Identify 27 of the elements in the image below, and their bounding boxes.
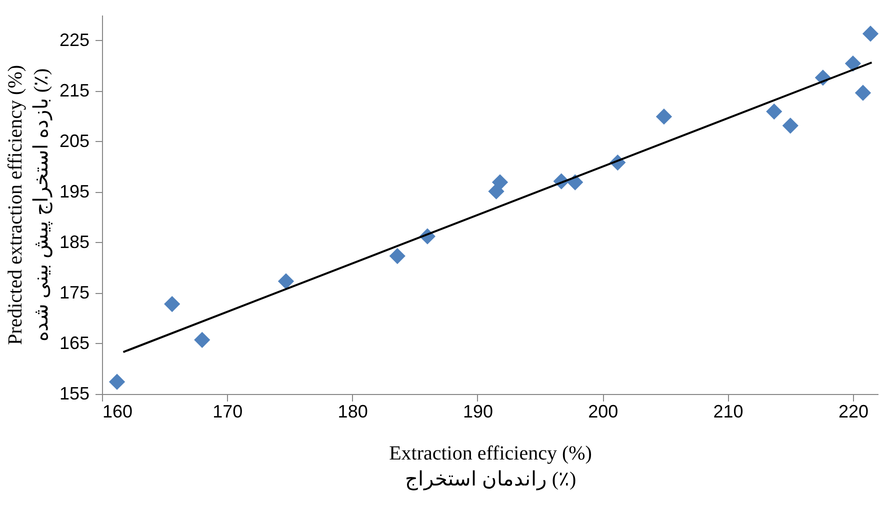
x-tick-label: 180 bbox=[338, 402, 368, 422]
y-tick-label: 205 bbox=[59, 130, 90, 151]
point bbox=[164, 296, 180, 312]
point bbox=[108, 374, 126, 390]
point bbox=[492, 174, 508, 190]
x-tick-label: 200 bbox=[588, 402, 618, 422]
point bbox=[194, 332, 210, 348]
x-tick-label: 210 bbox=[713, 402, 744, 422]
x-tick-label: 220 bbox=[838, 402, 868, 422]
x-tick-label: 190 bbox=[462, 402, 494, 422]
point bbox=[862, 26, 879, 42]
y-tick-label: 225 bbox=[59, 30, 90, 50]
x-tick-label: 160 bbox=[102, 402, 133, 422]
y-tick-label: 175 bbox=[59, 282, 90, 302]
y-tick-label: 165 bbox=[59, 332, 90, 353]
point bbox=[278, 273, 294, 290]
y-tick-label: 215 bbox=[59, 80, 90, 100]
point bbox=[389, 248, 406, 264]
point bbox=[656, 108, 672, 125]
y-tick-label: 185 bbox=[59, 232, 90, 252]
y-tick-label: 195 bbox=[59, 181, 90, 202]
point bbox=[766, 103, 782, 120]
point bbox=[844, 55, 862, 72]
y-tick-label: 155 bbox=[59, 384, 90, 404]
point bbox=[782, 118, 798, 134]
x-tick-label: 170 bbox=[212, 402, 243, 422]
point bbox=[854, 84, 872, 101]
